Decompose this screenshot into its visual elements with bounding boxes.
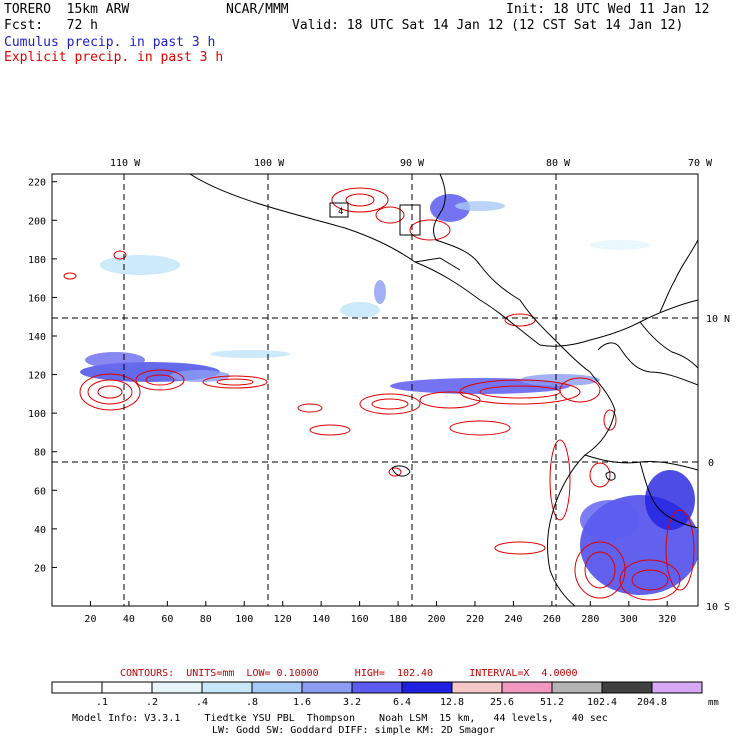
colorbar-label: 51.2 bbox=[540, 697, 564, 708]
y-tick-label: 160 bbox=[28, 293, 46, 304]
x-tick-label: 100 bbox=[235, 614, 253, 625]
precip-map: 4 110 W 100 W 90 W 80 W 70 W 10 N 0 10 S… bbox=[28, 158, 730, 625]
x-tick-label: 260 bbox=[543, 614, 561, 625]
x-tick-label: 60 bbox=[161, 614, 173, 625]
lon-label: 90 W bbox=[400, 158, 425, 169]
y-tick-label: 40 bbox=[34, 525, 46, 536]
contours-info: CONTOURS: UNITS=mm LOW= 0.10000 HIGH= 10… bbox=[120, 668, 578, 679]
x-tick-label: 80 bbox=[200, 614, 212, 625]
colorbar-label: .4 bbox=[196, 697, 208, 708]
colorbar-swatch bbox=[251, 681, 303, 694]
lat-lon-grid bbox=[52, 174, 698, 606]
colorbar-swatch bbox=[351, 681, 403, 694]
colorbar-label: .2 bbox=[146, 697, 158, 708]
x-tick-label: 220 bbox=[466, 614, 484, 625]
x-tick-label: 300 bbox=[620, 614, 638, 625]
colorbar-label: 12.8 bbox=[440, 697, 464, 708]
lat-label: 10 N bbox=[706, 314, 730, 325]
colorbar-label: 1.6 bbox=[293, 697, 311, 708]
colorbar-label: 102.4 bbox=[587, 697, 617, 708]
colorbar-label: 6.4 bbox=[393, 697, 411, 708]
y-tick-label: 180 bbox=[28, 255, 46, 266]
colorbar-swatch bbox=[301, 681, 353, 694]
org-label: NCAR/MMM bbox=[226, 2, 289, 17]
x-tick-label: 140 bbox=[312, 614, 330, 625]
colorbar-unit: mm bbox=[708, 698, 719, 708]
lon-label: 100 W bbox=[254, 158, 285, 169]
colorbar-swatch bbox=[151, 681, 203, 694]
x-tick-label: 240 bbox=[504, 614, 522, 625]
colorbar-swatch bbox=[601, 681, 653, 694]
explicit-precip-contours bbox=[63, 187, 695, 601]
longitude-labels: 110 W 100 W 90 W 80 W 70 W bbox=[110, 158, 713, 169]
x-tick-label: 20 bbox=[84, 614, 96, 625]
colorbar-label: .1 bbox=[96, 697, 108, 708]
colorbar-swatch bbox=[651, 681, 703, 694]
init-time: Init: 18 UTC Wed 11 Jan 12 bbox=[506, 2, 710, 17]
location-marker bbox=[329, 202, 349, 218]
model-physics: LW: Godd SW: Goddard DIFF: simple KM: 2D… bbox=[212, 725, 495, 736]
latitude-labels: 10 N 0 10 S bbox=[706, 314, 730, 613]
legend-explicit: Explicit precip. in past 3 h bbox=[4, 50, 224, 65]
x-tick-label: 180 bbox=[389, 614, 407, 625]
colorbar-swatch bbox=[451, 681, 503, 694]
colorbar: .1.2.4.8 1.6 3.2 6.4 12.8 25.6 51.2 102.4 204.8 … bbox=[51, 681, 719, 708]
y-tick-label: 60 bbox=[34, 486, 46, 497]
colorbar-swatch bbox=[51, 681, 103, 694]
colorbar-label: 3.2 bbox=[343, 697, 361, 708]
y-tick-label: 140 bbox=[28, 332, 46, 343]
colorbar-swatch bbox=[101, 681, 153, 694]
lat-label: 0 bbox=[708, 458, 714, 469]
colorbar-swatch bbox=[401, 681, 453, 694]
cumulus-precip-areas bbox=[80, 194, 698, 595]
lon-label: 80 W bbox=[546, 158, 571, 169]
lon-label: 70 W bbox=[688, 158, 713, 169]
colorbar-label: 25.6 bbox=[490, 697, 514, 708]
coastlines bbox=[189, 174, 698, 606]
lat-label: 10 S bbox=[706, 602, 730, 613]
location-marker-label: 4 bbox=[338, 207, 343, 217]
forecast-hour: Fcst: 72 h bbox=[4, 18, 98, 33]
x-tick-label: 200 bbox=[427, 614, 445, 625]
legend-cumulus: Cumulus precip. in past 3 h bbox=[4, 35, 216, 50]
y-tick-label: 100 bbox=[28, 409, 46, 420]
y-tick-label: 200 bbox=[28, 216, 46, 227]
x-ticks: 20 40 60 80 100 120 140 160 180 200 220 240 260 280 30… bbox=[84, 601, 676, 625]
colorbar-label: .8 bbox=[246, 697, 258, 708]
x-tick-label: 320 bbox=[658, 614, 676, 625]
colorbar-swatch bbox=[201, 681, 253, 694]
valid-time: Valid: 18 UTC Sat 14 Jan 12 (12 CST Sat … bbox=[292, 18, 684, 33]
x-tick-label: 40 bbox=[123, 614, 135, 625]
x-tick-label: 120 bbox=[274, 614, 292, 625]
y-ticks: 20 40 60 80 100 120 140 160 180 200 220 bbox=[28, 178, 57, 574]
colorbar-swatch bbox=[501, 681, 553, 694]
y-tick-label: 120 bbox=[28, 371, 46, 382]
model-info: Model Info: V3.3.1 Tiedtke YSU PBL Thomp… bbox=[72, 713, 608, 724]
colorbar-swatch bbox=[551, 681, 603, 694]
model-title: TORERO 15km ARW bbox=[4, 2, 130, 17]
x-tick-label: 280 bbox=[581, 614, 599, 625]
x-tick-label: 160 bbox=[351, 614, 369, 625]
colorbar-label: 204.8 bbox=[637, 697, 667, 708]
y-tick-label: 220 bbox=[28, 178, 46, 189]
lon-label: 110 W bbox=[110, 158, 141, 169]
y-tick-label: 80 bbox=[34, 448, 46, 459]
y-tick-label: 20 bbox=[34, 563, 46, 574]
